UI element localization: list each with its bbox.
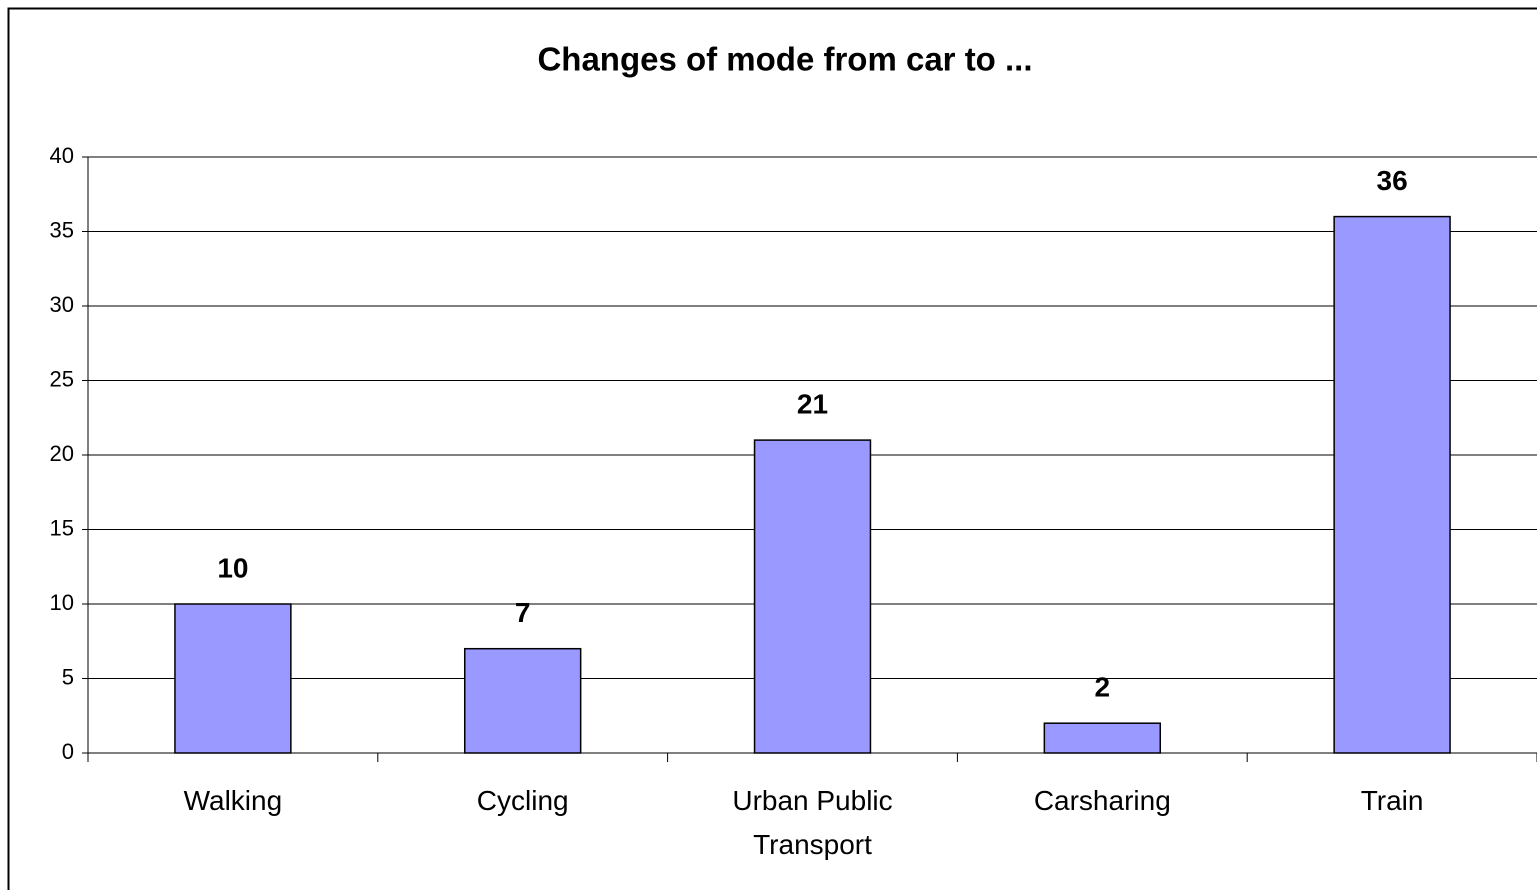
bar xyxy=(463,647,582,754)
y-tick-label: 20 xyxy=(50,441,74,466)
y-tick-label: 30 xyxy=(50,292,74,317)
x-tick-label: Walking xyxy=(184,785,283,816)
x-tick-label: Urban Public Transport xyxy=(732,785,892,860)
y-tick-label: 0 xyxy=(62,739,74,764)
bar xyxy=(174,603,292,754)
y-tick-label: 5 xyxy=(62,664,74,689)
data-label: 10 xyxy=(217,552,248,583)
y-tick-label: 25 xyxy=(50,366,74,391)
bar xyxy=(1333,215,1451,754)
bar xyxy=(753,439,872,754)
y-tick-label: 40 xyxy=(50,143,74,168)
data-label: 7 xyxy=(515,597,531,628)
bar xyxy=(1043,722,1162,754)
y-tick-label: 35 xyxy=(50,217,74,242)
x-tick-label: Carsharing xyxy=(1034,785,1171,816)
chart-title: Changes of mode from car to ... xyxy=(537,41,1032,78)
data-label: 21 xyxy=(797,388,828,419)
y-tick-label: 15 xyxy=(50,515,74,540)
data-label: 2 xyxy=(1095,672,1111,703)
x-tick-label: Cycling xyxy=(477,785,569,816)
data-label: 36 xyxy=(1377,165,1408,196)
y-tick-label: 10 xyxy=(50,590,74,615)
x-tick-label: Train xyxy=(1361,785,1424,816)
